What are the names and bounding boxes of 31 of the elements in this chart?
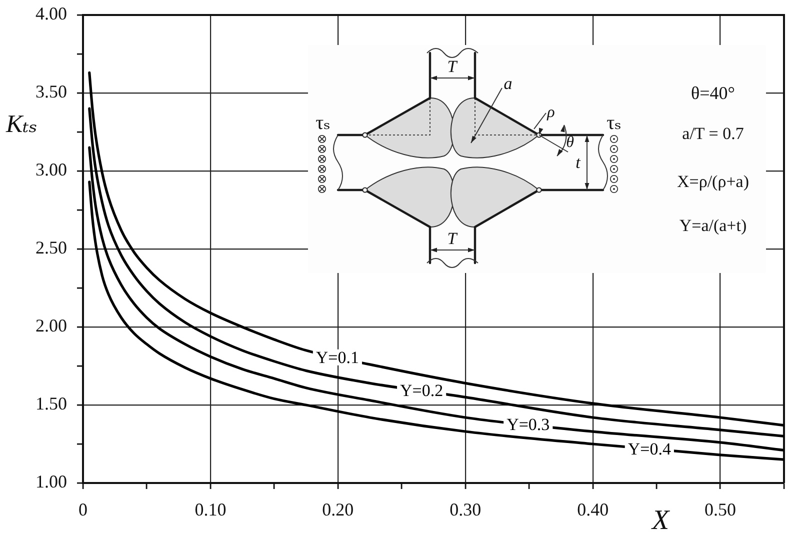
annotation: τₛ [606,112,622,134]
annotation: ρ [546,104,556,121]
y-tick-label: 3.00 [36,160,67,180]
y-tick-label: 3.50 [36,82,67,102]
annotation: τₛ [316,112,330,134]
y-tick-label: 4.00 [36,4,67,24]
series-label: Y=0.1 [316,348,360,367]
x-tick-label: 0.30 [450,500,482,520]
series-label: Y=0.4 [628,439,672,458]
annotation: Y=a/(a+t) [679,216,747,235]
annotation: T [447,57,458,76]
annotation: t [576,153,582,172]
series-label: Y=0.3 [506,414,550,434]
x-tick-label: 0 [78,500,88,520]
y-tick-label: 2.00 [36,316,67,336]
x-axis-title: X [652,505,670,536]
annotation: a [504,74,512,93]
annotation: θ [566,134,574,151]
x-tick-label: 0.50 [704,500,736,520]
annotation: a/T = 0.7 [682,124,744,143]
x-tick-label: 0.10 [194,500,226,520]
annotation: θ=40° [691,83,735,103]
annotation: X=ρ/(ρ+a) [676,172,750,191]
y-tick-label: 1.00 [36,472,67,492]
annotation: T [447,229,458,248]
y-axis-title: Kₜₛ [6,111,38,138]
y-tick-label: 2.50 [36,238,67,258]
x-tick-label: 0.20 [322,500,354,520]
x-tick-label: 0.40 [577,500,609,520]
y-tick-label: 1.50 [36,394,67,414]
series-label: Y=0.2 [400,381,444,400]
